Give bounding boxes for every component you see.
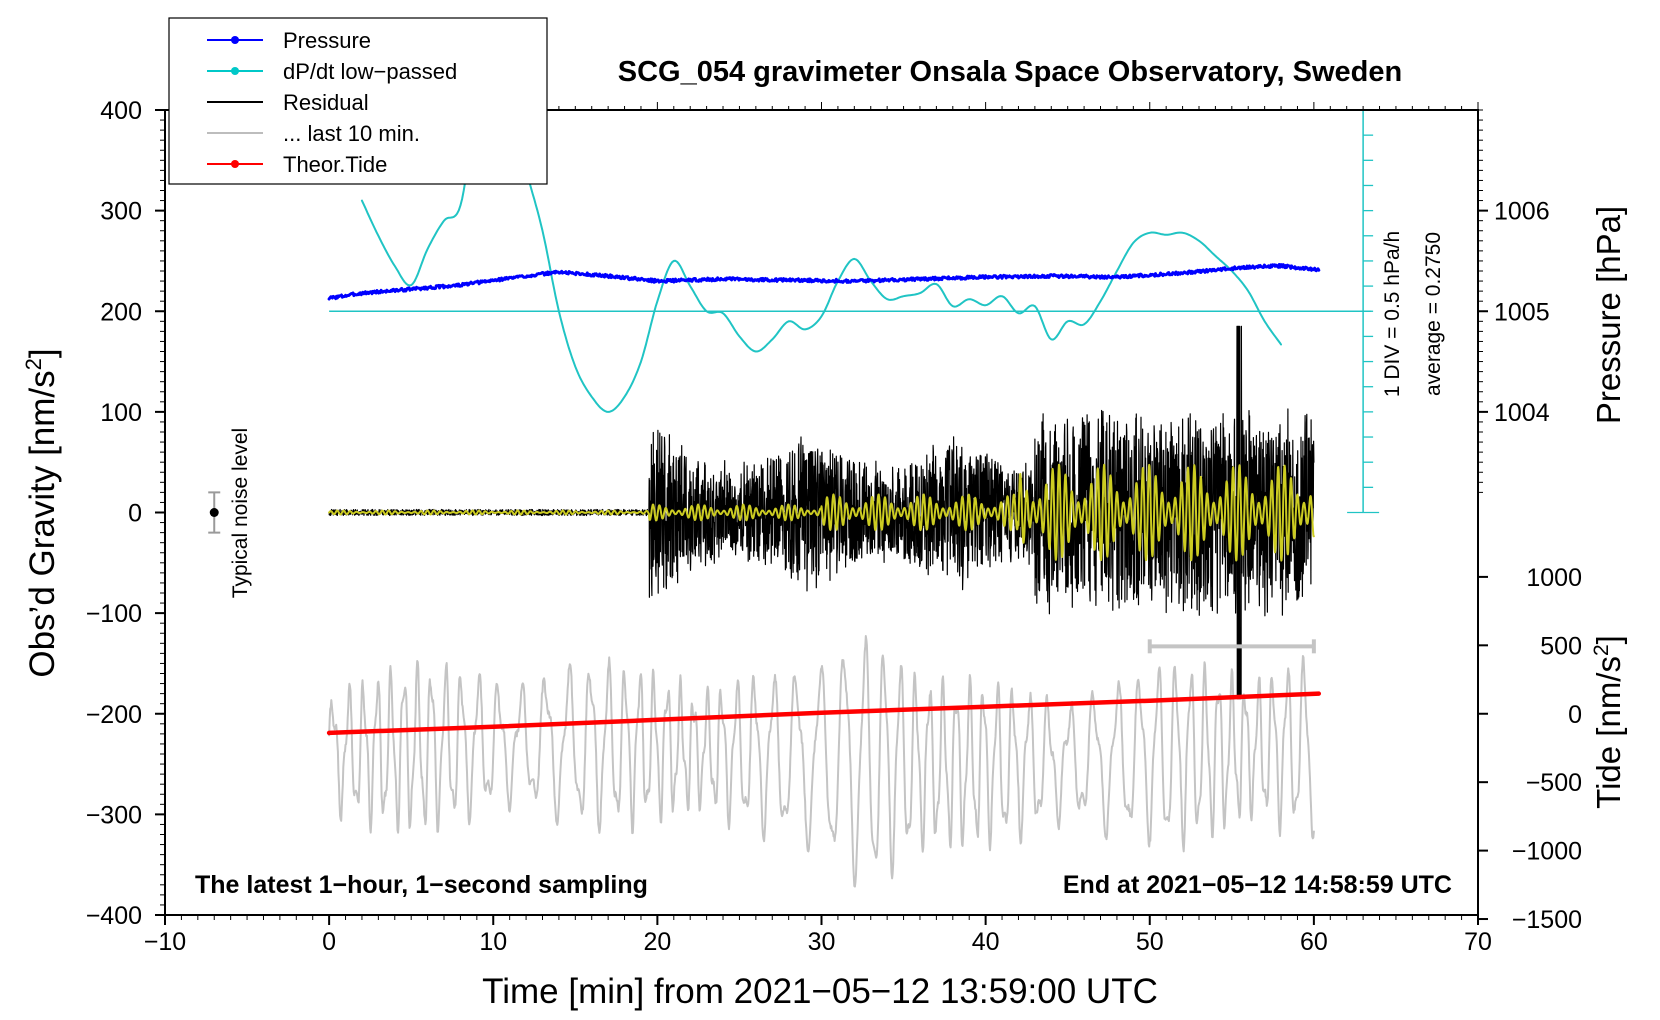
- dpdt-average-label: average = 0.2750: [1422, 232, 1445, 396]
- y-axis-label-sup: 2: [21, 358, 46, 370]
- x-tick-label: 20: [643, 928, 671, 956]
- sampling-note: The latest 1−hour, 1−second sampling: [195, 871, 648, 899]
- y-axis-label-close: ]: [23, 348, 62, 358]
- legend-label: Theor.Tide: [283, 152, 387, 177]
- filtered-trace: [328, 463, 1315, 562]
- x-tick-label: 30: [808, 928, 836, 956]
- dpdt-division-label: 1 DIV = 0.5 hPa/h: [1381, 231, 1404, 397]
- tide-tick-label: 0: [1568, 701, 1582, 729]
- tide-tick-label: −500: [1526, 769, 1582, 797]
- legend: Pressure dP/dt low−passed Residual ... last…: [168, 17, 548, 185]
- pressure-tick-label: 1004: [1494, 399, 1550, 427]
- legend-marker: [231, 160, 239, 168]
- y-axis-label-text: Obs’d Gravity [nm/s: [23, 370, 62, 677]
- y-tick-label: −300: [86, 801, 142, 829]
- y-tick-label: −400: [86, 902, 142, 930]
- legend-marker: [231, 67, 239, 75]
- tide-axis-label-sup: 2: [1590, 644, 1613, 656]
- tide-tick-label: −1500: [1512, 906, 1582, 934]
- x-tick-label: 10: [479, 928, 507, 956]
- pressure-axis-label: Pressure [hPa]: [1590, 206, 1627, 424]
- y-tick-label: 200: [100, 298, 142, 326]
- pressure-series: [327, 263, 1321, 301]
- tide-tick-label: 1000: [1526, 564, 1582, 592]
- legend-label: Pressure: [283, 28, 371, 53]
- end-time-note: End at 2021−05−12 14:58:59 UTC: [1063, 871, 1452, 899]
- legend-label: Residual: [283, 90, 369, 115]
- x-tick-label: −10: [144, 928, 186, 956]
- tide-axis-label-close: ]: [1590, 635, 1627, 644]
- tide-tick-label: −1000: [1512, 838, 1582, 866]
- legend-label: ... last 10 min.: [283, 121, 420, 146]
- tide-series: [326, 691, 1322, 736]
- x-axis-label: Time [min] from 2021−05−12 13:59:00 UTC: [482, 972, 1158, 1011]
- y-tick-label: −100: [86, 600, 142, 628]
- legend-items: Pressure dP/dt low−passed Residual ... last…: [207, 28, 457, 177]
- axis-ticks: −10 0 10 20 30 40 50 60 704003002001000−100−200−…: [86, 97, 1582, 956]
- x-tick-label: 0: [322, 928, 336, 956]
- y-tick-label: −200: [86, 701, 142, 729]
- tide-tick-label: 500: [1540, 632, 1582, 660]
- y-tick-label: 300: [100, 198, 142, 226]
- y-tick-label: 400: [100, 97, 142, 125]
- noise-marker-dot: [209, 508, 219, 517]
- y-axis-label: Obs’d Gravity [nm/s2]: [21, 348, 62, 677]
- x-tick-label: 40: [972, 928, 1000, 956]
- x-tick-label: 50: [1136, 928, 1164, 956]
- noise-level-label: Typical noise level: [229, 428, 252, 598]
- y-tick-label: 100: [100, 399, 142, 427]
- y-tick-label: 0: [128, 500, 142, 528]
- last-10-min-trace: [328, 635, 1315, 888]
- pressure-tick-label: 1006: [1494, 198, 1550, 226]
- x-tick-label: 70: [1464, 928, 1492, 956]
- pressure-tick-label: 1005: [1494, 298, 1550, 326]
- chart-title: SCG_054 gravimeter Onsala Space Observat…: [618, 56, 1402, 88]
- legend-label: dP/dt low−passed: [283, 59, 457, 84]
- tide-axis-label: Tide [nm/s2]: [1590, 635, 1627, 809]
- legend-marker: [231, 36, 239, 44]
- tide-axis-label-text: Tide [nm/s: [1590, 656, 1627, 809]
- x-tick-label: 60: [1300, 928, 1328, 956]
